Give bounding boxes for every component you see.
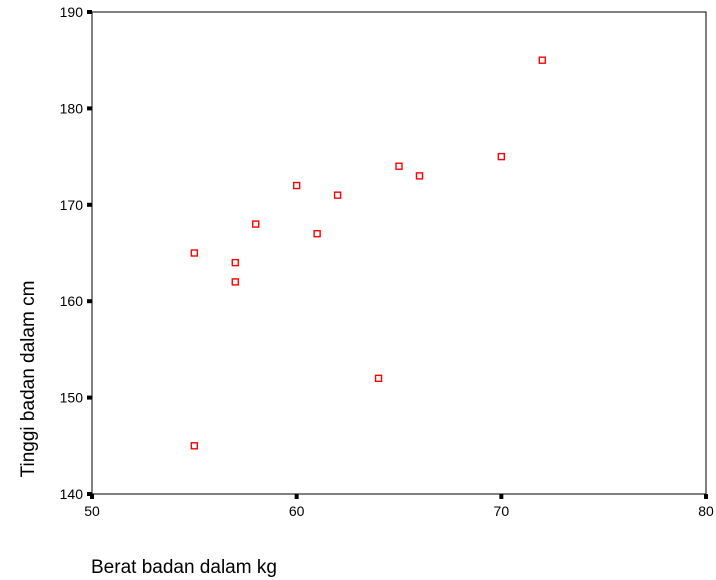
x-axis-title: Berat badan dalam kg	[91, 557, 277, 578]
y-tick-label: 170	[60, 197, 84, 213]
y-tick-mark	[87, 202, 92, 207]
y-tick-mark	[87, 395, 92, 400]
data-point	[292, 181, 301, 190]
y-axis-ticks: 140 150 160 170 180 190	[60, 4, 92, 502]
data-points	[190, 56, 546, 450]
data-point	[395, 162, 403, 170]
x-tick-mark	[90, 494, 94, 499]
x-tick-mark	[499, 494, 504, 499]
x-tick-label: 70	[494, 503, 510, 519]
data-point	[497, 152, 506, 161]
data-point	[190, 249, 199, 257]
y-tick-mark	[87, 106, 92, 111]
y-tick-label: 190	[60, 4, 84, 20]
y-tick-label: 140	[60, 486, 84, 502]
x-tick-label: 60	[289, 503, 305, 519]
y-tick-mark	[87, 10, 92, 14]
data-point	[252, 220, 260, 228]
data-point	[333, 191, 342, 199]
data-point	[190, 442, 199, 450]
x-tick-label: 50	[84, 503, 100, 519]
data-point	[231, 278, 239, 286]
data-point	[538, 56, 546, 64]
y-tick-mark	[87, 299, 92, 304]
data-point	[231, 258, 239, 267]
y-tick-label: 160	[60, 293, 84, 309]
x-axis-ticks: 50 60 70 80	[84, 494, 714, 519]
x-tick-mark	[704, 494, 708, 499]
plot-area-border	[91, 11, 707, 495]
data-point	[374, 374, 383, 383]
data-point	[415, 172, 424, 180]
x-tick-mark	[294, 494, 299, 499]
plot-frame	[91, 11, 707, 495]
y-tick-mark	[87, 492, 92, 496]
y-axis-title: Tinggi badan dalam cm	[18, 281, 39, 478]
y-tick-label: 150	[60, 390, 84, 406]
y-tick-label: 180	[60, 100, 84, 116]
data-point	[313, 230, 321, 238]
x-tick-label: 80	[698, 503, 714, 519]
